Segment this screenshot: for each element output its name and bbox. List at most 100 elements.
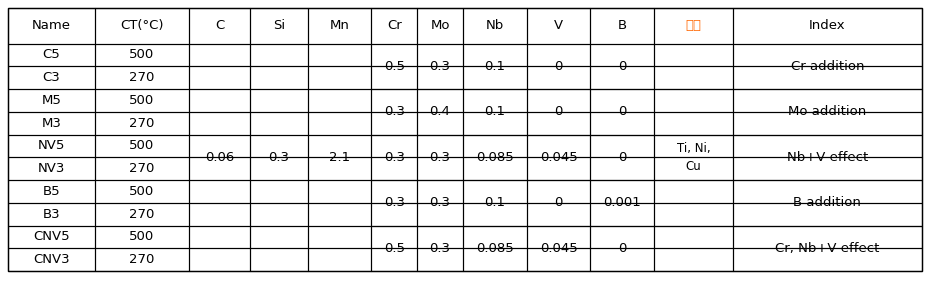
Bar	[526, 66, 591, 89]
Bar	[371, 44, 418, 66]
Text: CNV5: CNV5	[33, 230, 70, 243]
Bar	[189, 135, 250, 157]
Bar	[526, 44, 591, 66]
Text: CT(°C): CT(°C)	[120, 19, 164, 32]
Text: 기타: 기타	[685, 19, 701, 32]
Bar	[654, 44, 733, 66]
Bar	[250, 225, 308, 248]
Text: 270: 270	[129, 208, 154, 221]
Text: 0: 0	[554, 105, 563, 118]
Bar	[250, 44, 308, 66]
Bar	[8, 89, 95, 112]
Text: 0.06: 0.06	[205, 151, 234, 164]
Bar	[371, 8, 418, 44]
Bar	[250, 203, 308, 225]
Text: Ti, Ni,
Cu: Ti, Ni, Cu	[677, 142, 711, 173]
Text: 0.3: 0.3	[384, 151, 405, 164]
Bar	[463, 112, 526, 135]
Bar	[8, 180, 95, 203]
Bar	[308, 180, 371, 203]
Bar	[95, 8, 189, 44]
Bar	[8, 157, 95, 180]
Bar	[463, 135, 526, 157]
Bar	[591, 157, 654, 180]
Bar	[8, 112, 95, 135]
Text: Nb: Nb	[485, 19, 504, 32]
Bar	[733, 135, 922, 157]
Bar	[95, 44, 189, 66]
Bar	[591, 180, 654, 203]
Text: 500: 500	[129, 230, 154, 243]
Bar	[371, 135, 418, 157]
Bar	[189, 89, 250, 112]
Text: 0: 0	[554, 196, 563, 209]
Text: 0.1: 0.1	[485, 196, 505, 209]
Bar	[418, 135, 463, 157]
Bar	[418, 203, 463, 225]
Text: 500: 500	[129, 139, 154, 152]
Bar	[308, 44, 371, 66]
Text: 0.4: 0.4	[430, 105, 450, 118]
Bar	[371, 225, 418, 248]
Bar	[654, 157, 733, 180]
Bar	[463, 157, 526, 180]
Bar	[250, 180, 308, 203]
Text: 0.3: 0.3	[430, 151, 450, 164]
Bar	[189, 157, 250, 180]
Bar	[591, 8, 654, 44]
Bar	[733, 66, 922, 89]
Bar	[418, 180, 463, 203]
Text: 0.085: 0.085	[476, 242, 513, 255]
Text: 0: 0	[618, 105, 627, 118]
Bar	[591, 44, 654, 66]
Bar	[526, 225, 591, 248]
Bar	[95, 112, 189, 135]
Bar	[463, 225, 526, 248]
Bar	[308, 89, 371, 112]
Bar	[308, 112, 371, 135]
Bar	[591, 89, 654, 112]
Bar	[95, 180, 189, 203]
Text: 270: 270	[129, 162, 154, 175]
Bar	[654, 112, 733, 135]
Text: CNV3: CNV3	[33, 253, 70, 266]
Bar	[250, 89, 308, 112]
Text: B3: B3	[43, 208, 60, 221]
Bar	[308, 248, 371, 271]
Bar	[308, 203, 371, 225]
Text: 0.3: 0.3	[269, 151, 289, 164]
Bar	[526, 89, 591, 112]
Text: NV5: NV5	[38, 139, 65, 152]
Text: 500: 500	[129, 185, 154, 198]
Bar	[189, 225, 250, 248]
Bar	[308, 157, 371, 180]
Bar	[189, 8, 250, 44]
Text: Name: Name	[32, 19, 71, 32]
Bar	[95, 203, 189, 225]
Text: C: C	[215, 19, 224, 32]
Bar	[591, 203, 654, 225]
Bar	[733, 89, 922, 112]
Text: Cr, Nb+V effect: Cr, Nb+V effect	[776, 242, 880, 255]
Text: Mn: Mn	[329, 19, 350, 32]
Bar	[463, 66, 526, 89]
Text: Mo: Mo	[431, 19, 450, 32]
Text: 500: 500	[129, 94, 154, 107]
Bar	[308, 135, 371, 157]
Text: Cr addition: Cr addition	[790, 60, 864, 73]
Bar	[250, 112, 308, 135]
Bar	[371, 112, 418, 135]
Bar	[8, 225, 95, 248]
Text: B: B	[618, 19, 627, 32]
Text: 270: 270	[129, 117, 154, 130]
Text: 0.3: 0.3	[430, 60, 450, 73]
Bar	[250, 135, 308, 157]
Bar	[250, 157, 308, 180]
Text: M5: M5	[42, 94, 61, 107]
Text: Cr: Cr	[387, 19, 402, 32]
Bar	[371, 203, 418, 225]
Bar	[733, 44, 922, 66]
Text: 0: 0	[618, 151, 627, 164]
Bar	[95, 225, 189, 248]
Bar	[591, 248, 654, 271]
